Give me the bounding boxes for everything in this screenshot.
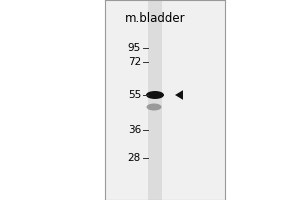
Text: 36: 36	[128, 125, 141, 135]
Text: m.bladder: m.bladder	[125, 12, 185, 25]
Bar	[148, 0, 162, 200]
Text: 95: 95	[128, 43, 141, 53]
Ellipse shape	[146, 91, 164, 99]
Polygon shape	[175, 90, 183, 100]
Text: 55: 55	[128, 90, 141, 100]
Text: 28: 28	[128, 153, 141, 163]
Bar	[105, 0, 225, 200]
Ellipse shape	[146, 104, 161, 110]
Text: 72: 72	[128, 57, 141, 67]
Bar	[105, 0, 225, 200]
